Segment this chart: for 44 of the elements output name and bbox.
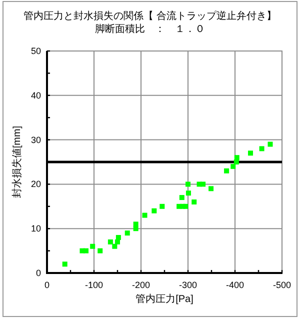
point xyxy=(152,208,157,214)
x-tick-label: -100 xyxy=(84,280,104,290)
point xyxy=(115,239,120,244)
point xyxy=(248,150,254,156)
x-axis-title: 管内圧力[Pa] xyxy=(136,293,194,305)
point xyxy=(186,182,190,187)
x-tick-label: -500 xyxy=(272,280,292,290)
point xyxy=(259,146,264,152)
x-tick-label: -200 xyxy=(132,280,150,290)
chart-subtitle: 脚断面積比 ： １．０ xyxy=(95,23,205,35)
point xyxy=(234,160,239,164)
point xyxy=(208,186,214,192)
y-tick-label: 30 xyxy=(30,134,41,145)
point xyxy=(84,248,89,254)
point xyxy=(98,248,103,254)
point xyxy=(133,226,138,232)
point xyxy=(112,244,118,249)
point xyxy=(133,222,138,227)
point xyxy=(108,239,113,244)
point xyxy=(90,244,96,249)
point xyxy=(224,168,230,174)
point xyxy=(234,155,240,160)
y-axis-title: 封水損失値[mm] xyxy=(11,126,23,198)
x-tick-label: 0 xyxy=(44,280,50,290)
y-tick-label: 20 xyxy=(30,179,41,190)
x-tick-label: -400 xyxy=(226,280,244,290)
point xyxy=(142,212,148,218)
y-tick-label: 40 xyxy=(30,90,41,100)
y-tick-label: 0 xyxy=(36,268,41,278)
x-tick-label: -300 xyxy=(178,280,198,290)
y-tick-label: 50 xyxy=(30,46,41,56)
point xyxy=(116,234,121,240)
point xyxy=(192,199,197,204)
point xyxy=(179,195,184,200)
point xyxy=(124,230,130,236)
chart-title: 管内圧力と封水損失の関係【 合流トラップ逆止弁付き】 xyxy=(24,10,276,22)
point xyxy=(268,142,273,147)
point xyxy=(160,204,165,209)
point xyxy=(183,204,188,209)
y-tick-label: 10 xyxy=(30,224,41,234)
point xyxy=(62,262,68,267)
point xyxy=(200,182,206,187)
point xyxy=(230,164,236,169)
point xyxy=(186,190,191,196)
